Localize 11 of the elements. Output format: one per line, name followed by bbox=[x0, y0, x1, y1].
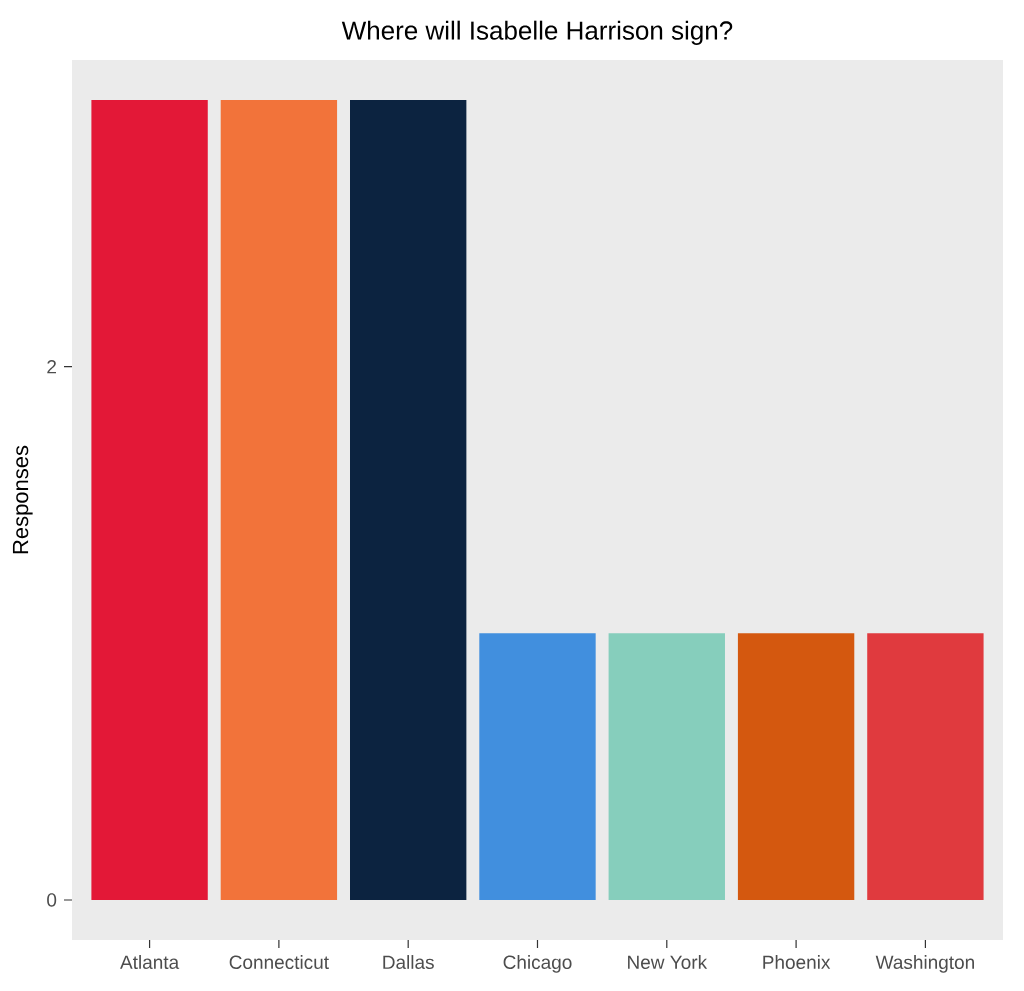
x-tick-label: Atlanta bbox=[120, 955, 180, 970]
chart-title: Where will Isabelle Harrison sign? bbox=[341, 20, 733, 45]
y-tick-label: 2 bbox=[47, 360, 56, 374]
x-tick-label: Chicago bbox=[503, 955, 572, 973]
x-tick-label: New York bbox=[628, 955, 708, 970]
x-tick-label: Washington bbox=[875, 955, 974, 973]
x-tick-label: Phoenix bbox=[763, 955, 831, 970]
x-tick-label: Connecticut bbox=[229, 955, 329, 970]
y-tick-label: 0 bbox=[47, 893, 57, 907]
x-tick-label: Dallas bbox=[383, 955, 434, 970]
y-axis-title: Responses bbox=[12, 445, 33, 554]
